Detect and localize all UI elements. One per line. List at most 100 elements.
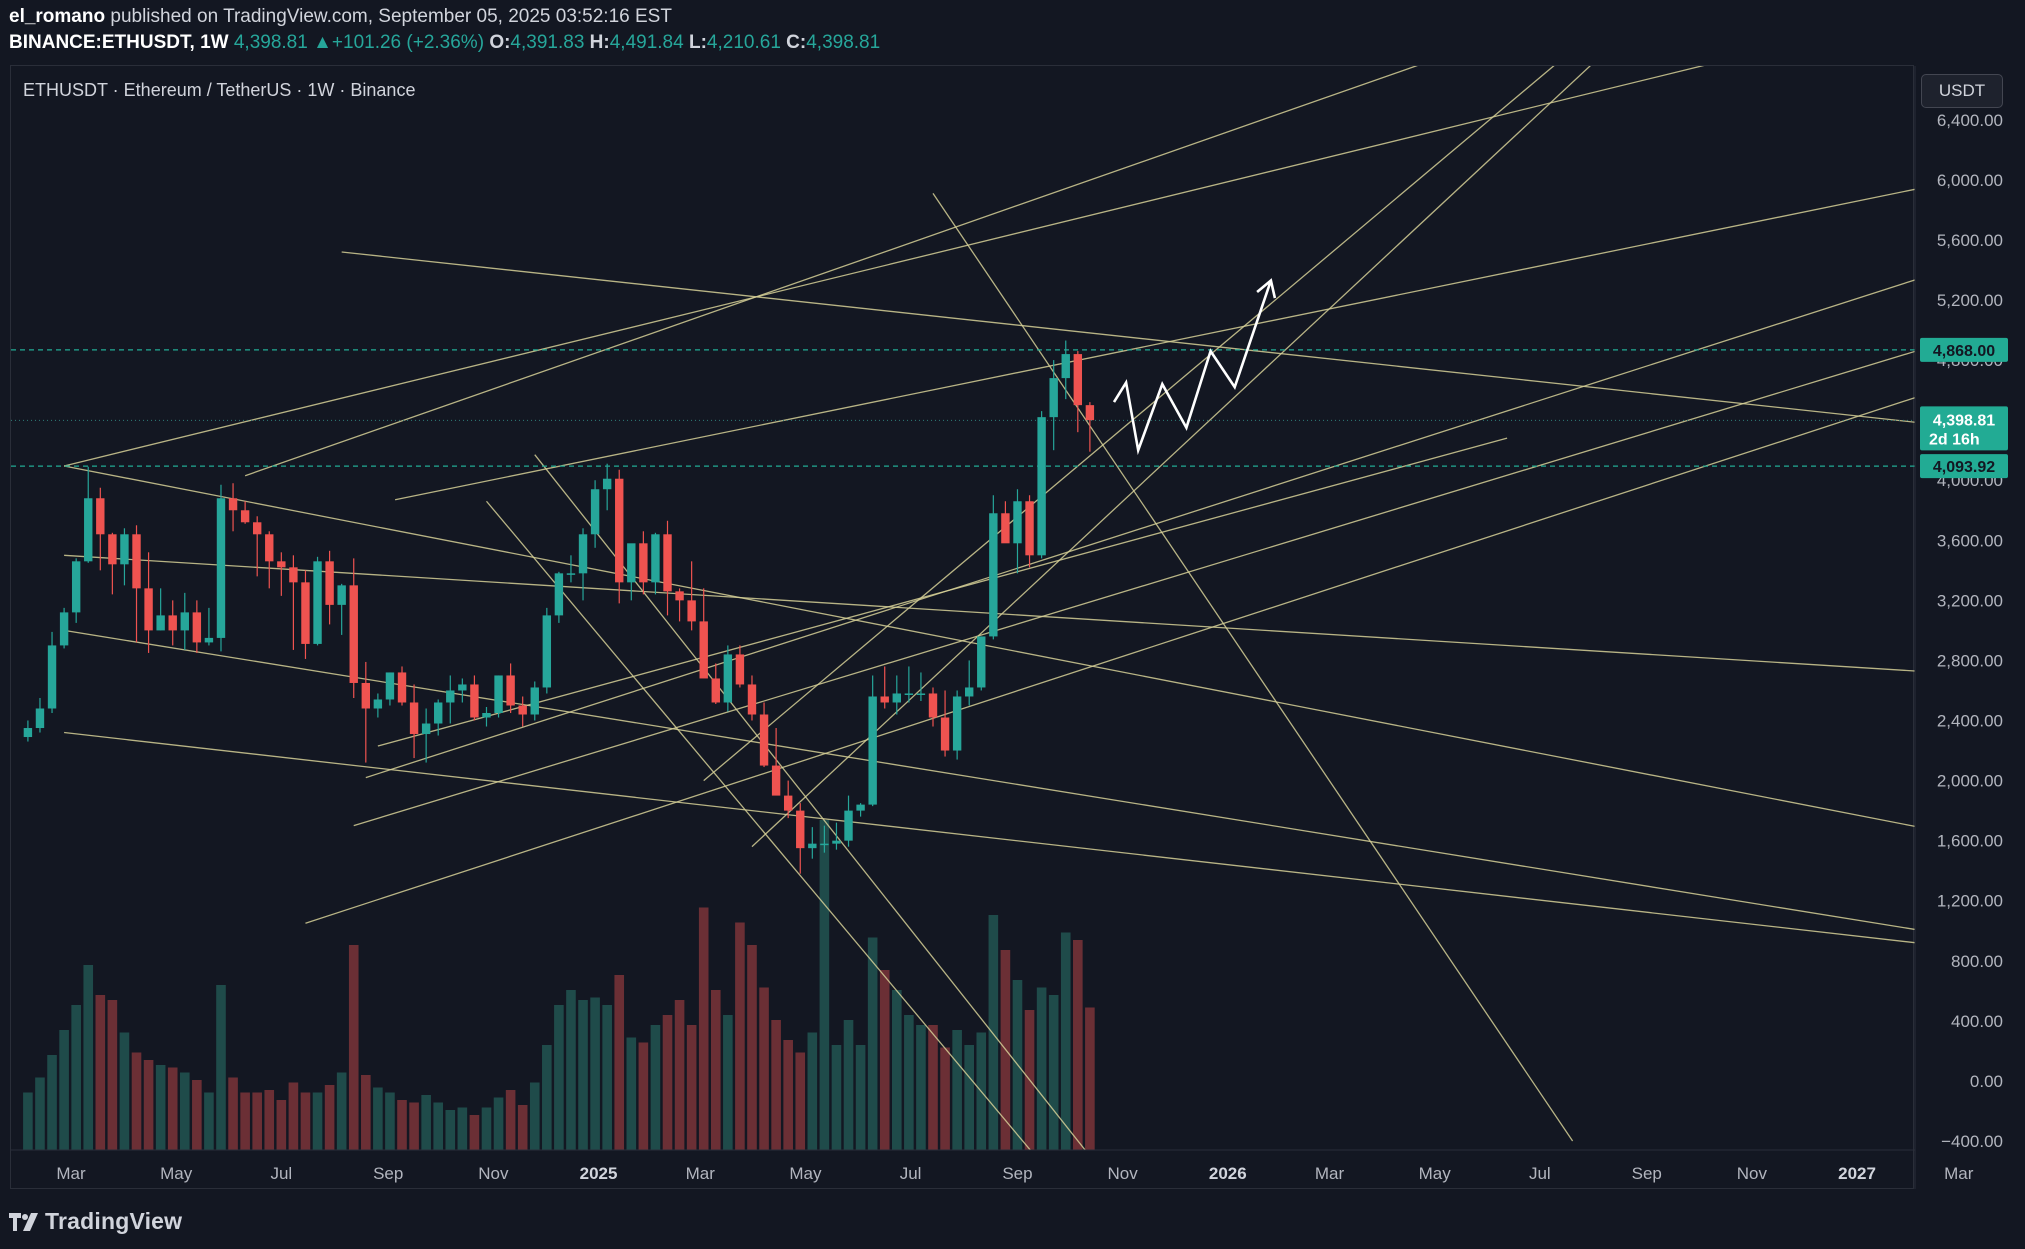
candle-body bbox=[699, 621, 708, 679]
candle-body bbox=[1061, 354, 1070, 379]
volume-bar bbox=[433, 1102, 444, 1150]
trendline-1 bbox=[63, 66, 1705, 467]
publish-text: published on TradingView.com, September … bbox=[110, 6, 672, 27]
time-tick-label: Sep bbox=[1632, 1164, 1662, 1183]
volume-bar bbox=[771, 1020, 781, 1150]
candle-body bbox=[1013, 501, 1022, 544]
time-tick-label: May bbox=[1419, 1164, 1452, 1183]
candle-body bbox=[808, 843, 817, 849]
price-axis[interactable]: 6,400.006,000.005,600.005,200.004,800.00… bbox=[1937, 111, 2003, 1151]
volume-bar bbox=[674, 1000, 685, 1150]
candle-body bbox=[578, 534, 588, 574]
volume-bar bbox=[505, 1090, 516, 1150]
volume-bar bbox=[650, 1025, 661, 1150]
volume-bar bbox=[602, 1005, 612, 1150]
volume-bar bbox=[95, 995, 106, 1150]
candle-body bbox=[59, 612, 69, 646]
volume-bar bbox=[747, 945, 757, 1150]
candles bbox=[23, 340, 1095, 874]
currency-button[interactable]: USDT bbox=[1921, 74, 2003, 108]
candle-body bbox=[361, 682, 371, 709]
volume-bar bbox=[735, 922, 745, 1150]
candle-body bbox=[23, 728, 33, 738]
candle-body bbox=[240, 510, 250, 523]
candle-body bbox=[349, 585, 358, 683]
high-value: 4,491.84 bbox=[609, 32, 684, 53]
tradingview-icon bbox=[9, 1212, 38, 1231]
price-tick-label: 2,400.00 bbox=[1937, 712, 2003, 731]
volume-bar bbox=[590, 997, 600, 1150]
volume-bar bbox=[940, 1047, 950, 1150]
publish-info: el_romano published on TradingView.com, … bbox=[9, 6, 672, 28]
volume-bar bbox=[131, 1052, 142, 1150]
candle-body bbox=[965, 687, 974, 697]
candle-body bbox=[204, 637, 214, 643]
candle-body bbox=[868, 696, 877, 805]
time-tick-label: Jul bbox=[270, 1164, 292, 1183]
symbol-name: BINANCE:ETHUSDT bbox=[9, 32, 190, 53]
candle-body bbox=[602, 478, 612, 490]
volume-bar bbox=[1060, 932, 1071, 1150]
price-tick-label: 6,400.00 bbox=[1937, 111, 2003, 130]
time-tick-label: May bbox=[789, 1164, 822, 1183]
candle-body bbox=[711, 678, 720, 703]
candle-body bbox=[627, 543, 636, 583]
price-tick-label: 2,800.00 bbox=[1937, 651, 2003, 670]
volume-bar bbox=[336, 1072, 347, 1150]
volume-bar bbox=[240, 1092, 250, 1150]
volume-bar bbox=[216, 985, 226, 1150]
trendline-2 bbox=[63, 465, 1915, 828]
candle-body bbox=[35, 708, 45, 729]
candle-body bbox=[1037, 417, 1046, 556]
candle-body bbox=[832, 840, 841, 844]
candle-body bbox=[252, 522, 262, 535]
volume-bar bbox=[312, 1092, 323, 1150]
up-triangle-icon: ▲ bbox=[313, 32, 332, 53]
candle-body bbox=[530, 687, 539, 715]
interval: 1W bbox=[200, 32, 229, 53]
volume-bars bbox=[23, 820, 1095, 1150]
candle-body bbox=[71, 561, 81, 613]
author-name[interactable]: el_romano bbox=[9, 6, 106, 27]
trendline-8 bbox=[377, 437, 1508, 747]
volume-bar bbox=[831, 1045, 842, 1150]
symbol-legend[interactable]: ETHUSDT · Ethereum / TetherUS · 1W · Bin… bbox=[23, 80, 416, 100]
candle-body bbox=[675, 591, 684, 601]
trendline-9 bbox=[353, 350, 1915, 827]
candle-body bbox=[289, 567, 298, 583]
volume-bar bbox=[566, 990, 576, 1150]
candle-body bbox=[783, 795, 793, 811]
price-tick-label: 3,200.00 bbox=[1937, 591, 2003, 610]
time-axis[interactable]: Mar May Jul Sep Nov 2025 Mar May Jul Sep Nov 2026 Ma… bbox=[56, 1164, 1973, 1183]
candle-body bbox=[1073, 354, 1083, 406]
candle-body bbox=[651, 534, 660, 583]
volume-bar bbox=[493, 1097, 504, 1150]
volume-bar bbox=[626, 1037, 637, 1150]
time-tick-label: Jul bbox=[1529, 1164, 1551, 1183]
volume-bar bbox=[686, 1025, 697, 1150]
price-tick-label: 1,600.00 bbox=[1937, 832, 2003, 851]
candle-body bbox=[446, 690, 455, 703]
volume-bar bbox=[759, 987, 769, 1150]
candle-body bbox=[723, 654, 733, 703]
volume-bar bbox=[397, 1100, 407, 1150]
trendline-5 bbox=[244, 66, 1418, 477]
volume-bar bbox=[264, 1090, 275, 1150]
candle-body bbox=[1049, 378, 1058, 418]
time-tick-label: Mar bbox=[686, 1164, 716, 1183]
price-tick-label: 0.00 bbox=[1970, 1072, 2003, 1091]
candle-body bbox=[409, 702, 419, 735]
projection bbox=[1112, 278, 1277, 456]
candle-body bbox=[856, 804, 865, 811]
candle-body bbox=[663, 534, 672, 592]
time-tick-label: Jul bbox=[900, 1164, 922, 1183]
open-value: 4,391.83 bbox=[510, 32, 585, 53]
volume-bar bbox=[517, 1105, 528, 1150]
volume-bar bbox=[662, 1015, 673, 1150]
trendline-11 bbox=[305, 396, 1915, 924]
time-tick-label: Mar bbox=[1944, 1164, 1974, 1183]
volume-bar bbox=[578, 1000, 588, 1150]
candle-body bbox=[84, 498, 93, 562]
volume-bar bbox=[638, 1042, 649, 1150]
